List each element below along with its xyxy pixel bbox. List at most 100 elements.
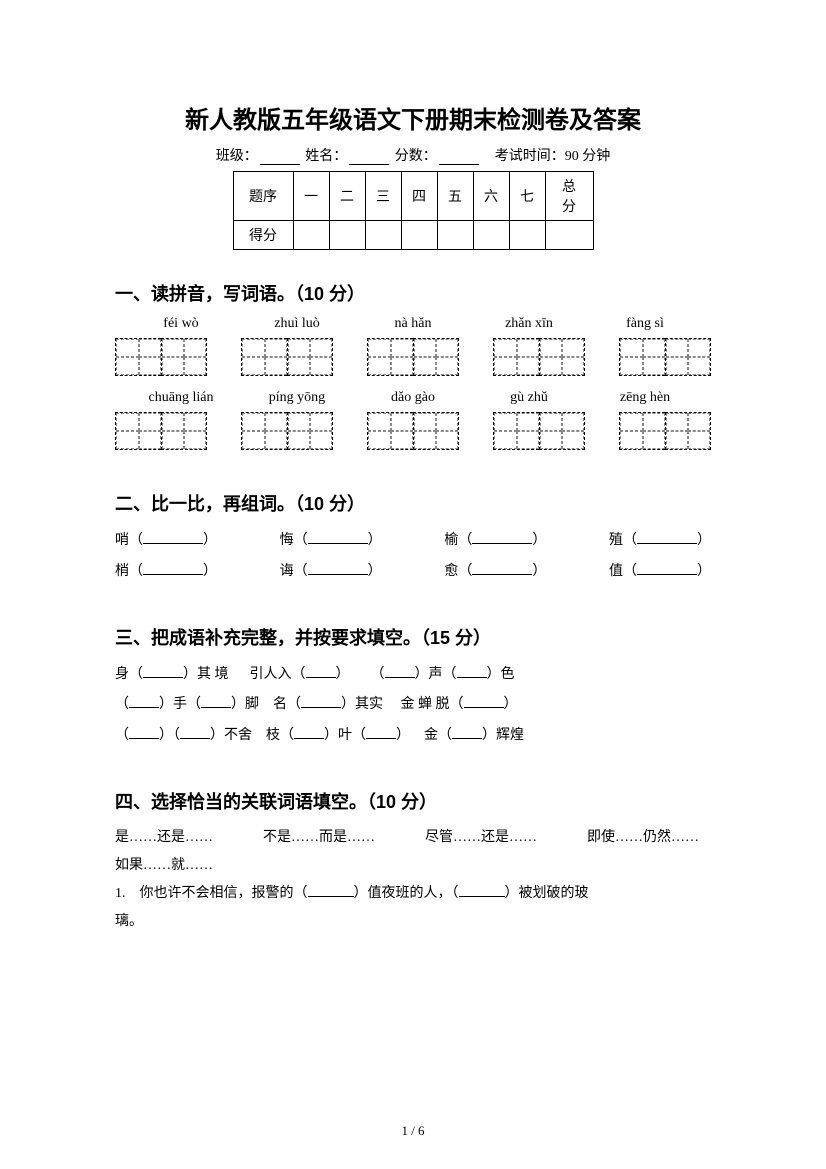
blank[interactable] bbox=[366, 727, 396, 739]
blank[interactable] bbox=[472, 563, 532, 575]
pinyin-row-2: chuāng lián píng yōng dǎo gào gù zhǔ zēn… bbox=[115, 390, 711, 406]
sec1-heading: 一、读拼音，写词语。（10 分） bbox=[115, 280, 711, 306]
opt: 尽管……还是…… bbox=[425, 824, 537, 852]
char: 梢 bbox=[115, 564, 129, 579]
blank[interactable] bbox=[180, 727, 210, 739]
opt: 即使……仍然…… bbox=[587, 824, 699, 852]
row1-label: 题序 bbox=[233, 172, 293, 221]
txt: ） bbox=[336, 667, 350, 682]
txt: ）辉煌 bbox=[482, 728, 524, 743]
txt: 金 蝉 脱（ bbox=[401, 697, 464, 712]
blank[interactable] bbox=[452, 727, 482, 739]
score-cell[interactable] bbox=[365, 221, 401, 250]
txt: 名（ bbox=[273, 697, 301, 712]
grid-pair[interactable] bbox=[367, 338, 459, 376]
blank[interactable] bbox=[457, 666, 487, 678]
txt: ）色 bbox=[487, 667, 515, 682]
txt: 1. 你也许不会相信，报警的（ bbox=[115, 886, 308, 901]
sec2-line-1: 哨（） 悔（） 榆（） 殖（） bbox=[115, 526, 711, 557]
blank[interactable] bbox=[472, 532, 532, 544]
pinyin: chuāng lián bbox=[123, 390, 239, 406]
char: 哨 bbox=[115, 533, 129, 548]
col-3: 三 bbox=[365, 172, 401, 221]
sec3-heading: 三、把成语补充完整，并按要求填空。（15 分） bbox=[115, 624, 711, 650]
blank[interactable] bbox=[306, 666, 336, 678]
sec2-line-2: 梢（） 诲（） 愈（） 值（） bbox=[115, 557, 711, 588]
score-cell[interactable] bbox=[473, 221, 509, 250]
char: 值 bbox=[609, 564, 623, 579]
blank[interactable] bbox=[308, 532, 368, 544]
doc-title: 新人教版五年级语文下册期末检测卷及答案 bbox=[115, 100, 711, 135]
char: 愈 bbox=[444, 564, 458, 579]
col-5: 五 bbox=[437, 172, 473, 221]
pinyin: zhǎn xīn bbox=[471, 316, 587, 332]
blank[interactable] bbox=[143, 563, 203, 575]
grid-pair[interactable] bbox=[619, 338, 711, 376]
score-cell[interactable] bbox=[329, 221, 365, 250]
grid-pair[interactable] bbox=[115, 412, 207, 450]
time-label: 考试时间：90 分钟 bbox=[495, 149, 611, 164]
score-cell[interactable] bbox=[437, 221, 473, 250]
col-1: 一 bbox=[293, 172, 329, 221]
txt: ）被划破的玻 bbox=[505, 886, 589, 901]
grid-pair[interactable] bbox=[241, 412, 333, 450]
pinyin: píng yōng bbox=[239, 390, 355, 406]
txt: ）叶（ bbox=[324, 728, 366, 743]
grid-row-1 bbox=[115, 338, 711, 376]
grid-row-2 bbox=[115, 412, 711, 450]
txt: ）手（ bbox=[159, 697, 201, 712]
score-cell[interactable] bbox=[293, 221, 329, 250]
grid-pair[interactable] bbox=[493, 412, 585, 450]
char: 殖 bbox=[609, 533, 623, 548]
score-cell[interactable] bbox=[401, 221, 437, 250]
txt: 引人入（ bbox=[250, 667, 306, 682]
score-value-row: 得分 bbox=[233, 221, 593, 250]
txt: ） bbox=[504, 697, 518, 712]
blank[interactable] bbox=[637, 532, 697, 544]
pinyin: dǎo gào bbox=[355, 390, 471, 406]
blank[interactable] bbox=[129, 696, 159, 708]
blank[interactable] bbox=[308, 885, 354, 897]
class-blank[interactable] bbox=[260, 151, 300, 165]
grid-pair[interactable] bbox=[241, 338, 333, 376]
blank[interactable] bbox=[201, 696, 231, 708]
score-blank[interactable] bbox=[439, 151, 479, 165]
name-blank[interactable] bbox=[349, 151, 389, 165]
sec4-q1-tail: 璃。 bbox=[115, 908, 711, 936]
txt: 身（ bbox=[115, 667, 143, 682]
blank[interactable] bbox=[129, 727, 159, 739]
txt: （ bbox=[371, 667, 385, 682]
score-table: 题序 一 二 三 四 五 六 七 总分 得分 bbox=[233, 171, 594, 250]
txt: ）声（ bbox=[415, 667, 457, 682]
txt: ） bbox=[396, 728, 410, 743]
blank[interactable] bbox=[143, 666, 183, 678]
blank[interactable] bbox=[637, 563, 697, 575]
pinyin: fàng sì bbox=[587, 316, 703, 332]
pinyin: zhuì luò bbox=[239, 316, 355, 332]
sec3-line-3: （）（）不舍 枝（）叶（） 金（）辉煌 bbox=[115, 721, 711, 752]
blank[interactable] bbox=[385, 666, 415, 678]
col-2: 二 bbox=[329, 172, 365, 221]
score-cell[interactable] bbox=[545, 221, 593, 250]
info-line: 班级： 姓名： 分数： 考试时间：90 分钟 bbox=[115, 145, 711, 165]
grid-pair[interactable] bbox=[493, 338, 585, 376]
sec3-line-2: （）手（）脚 名（）其实 金 蝉 脱（） bbox=[115, 690, 711, 721]
char: 榆 bbox=[444, 533, 458, 548]
opt: 不是……而是…… bbox=[263, 824, 375, 852]
grid-pair[interactable] bbox=[367, 412, 459, 450]
score-cell[interactable] bbox=[509, 221, 545, 250]
blank[interactable] bbox=[308, 563, 368, 575]
blank[interactable] bbox=[143, 532, 203, 544]
blank[interactable] bbox=[301, 696, 341, 708]
grid-pair[interactable] bbox=[115, 338, 207, 376]
grid-pair[interactable] bbox=[619, 412, 711, 450]
txt: ）其实 bbox=[341, 697, 383, 712]
sec4-options: 是……还是…… 不是……而是…… 尽管……还是…… 即使……仍然…… 如果……就… bbox=[115, 824, 711, 880]
blank[interactable] bbox=[459, 885, 505, 897]
blank[interactable] bbox=[294, 727, 324, 739]
txt: （ bbox=[115, 697, 129, 712]
score-header-row: 题序 一 二 三 四 五 六 七 总分 bbox=[233, 172, 593, 221]
score-label: 分数： bbox=[395, 149, 437, 164]
blank[interactable] bbox=[464, 696, 504, 708]
sec4-q1: 1. 你也许不会相信，报警的（）值夜班的人，（）被划破的玻 bbox=[115, 880, 711, 908]
